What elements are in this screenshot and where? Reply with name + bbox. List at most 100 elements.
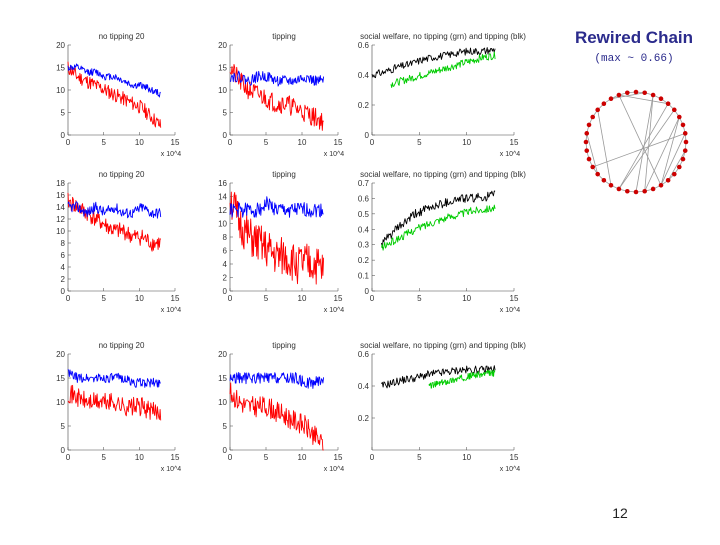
x-tick-label: 10 xyxy=(135,294,144,303)
y-tick-label: 0.4 xyxy=(358,225,370,234)
y-tick-label: 0.7 xyxy=(358,179,370,188)
x-tick-label: 5 xyxy=(101,294,106,303)
x-tick-label: 15 xyxy=(334,294,343,303)
graph-node xyxy=(665,178,671,183)
chart-panel-8: tipping 0 5 10 15 20 0 5 10 15 x 10^4 xyxy=(218,341,344,473)
y-tick-label: 0.2 xyxy=(358,256,370,265)
graph-node xyxy=(642,90,647,96)
x-tick-label: 5 xyxy=(101,138,106,147)
x-tick-label: 10 xyxy=(135,453,144,462)
x-tick-label: 0 xyxy=(228,294,233,303)
graph-shortcut-edge xyxy=(660,116,680,186)
y-tick-label: 14 xyxy=(218,193,227,202)
y-tick-label: 4 xyxy=(61,263,66,272)
series-line-red xyxy=(67,61,162,128)
x-tick-label: 5 xyxy=(417,294,422,303)
x-exponent-label: x 10^4 xyxy=(500,151,521,158)
y-tick-label: 12 xyxy=(218,206,227,215)
y-tick-label: 0.4 xyxy=(358,71,370,80)
y-tick-label: 0 xyxy=(365,131,370,140)
y-tick-label: 2 xyxy=(223,274,228,283)
x-tick-label: 0 xyxy=(66,294,71,303)
chart-panel-9: social welfare, no tipping (grn) and tip… xyxy=(358,341,526,473)
slide-subtitle: (max ~ 0.66) xyxy=(594,53,674,65)
y-tick-label: 5 xyxy=(61,422,66,431)
y-tick-label: 0.5 xyxy=(358,210,370,219)
series-line-blue xyxy=(67,369,161,388)
graph-node xyxy=(658,183,664,188)
x-tick-label: 15 xyxy=(510,138,519,147)
graph-shortcut-edge xyxy=(618,109,675,190)
y-tick-label: 20 xyxy=(218,41,227,50)
x-tick-label: 0 xyxy=(66,453,71,462)
chart-title: tipping xyxy=(272,341,296,350)
x-tick-label: 0 xyxy=(228,453,233,462)
graph-node xyxy=(584,148,590,153)
y-tick-label: 15 xyxy=(56,64,65,73)
chart-panel-6: social welfare, no tipping (grn) and tip… xyxy=(358,170,526,314)
graph-shortcut-edge xyxy=(618,94,662,186)
y-tick-label: 12 xyxy=(56,215,65,224)
graph-node xyxy=(680,122,686,128)
chart-title: tipping xyxy=(272,32,296,41)
series-line-red xyxy=(229,63,324,131)
graph-node xyxy=(608,183,614,188)
x-tick-label: 10 xyxy=(298,453,307,462)
graph-node xyxy=(672,171,677,177)
graph-shortcut-edge xyxy=(660,133,686,186)
graph-shortcut-edge xyxy=(618,103,669,190)
graph-shortcut-edge xyxy=(635,94,654,193)
y-tick-label: 15 xyxy=(218,64,227,73)
chart-title: social welfare, no tipping (grn) and tip… xyxy=(360,170,526,179)
y-tick-label: 20 xyxy=(56,350,65,359)
graph-node xyxy=(682,148,688,153)
y-tick-label: 0.4 xyxy=(358,382,370,391)
y-tick-label: 10 xyxy=(218,86,227,95)
series-line-blue xyxy=(229,371,325,389)
series-line-black xyxy=(381,190,496,249)
chart-panel-7: no tipping 20 0 5 10 15 20 0 5 10 15 x 10^4 xyxy=(56,341,181,473)
x-tick-label: 5 xyxy=(264,294,269,303)
x-tick-label: 5 xyxy=(417,453,422,462)
y-tick-label: 0.2 xyxy=(358,101,370,110)
series-line-red xyxy=(229,382,324,451)
graph-node xyxy=(601,178,607,183)
x-exponent-label: x 10^4 xyxy=(500,466,521,473)
y-tick-label: 8 xyxy=(223,233,228,242)
x-tick-label: 15 xyxy=(510,294,519,303)
y-tick-label: 0.3 xyxy=(358,241,370,250)
series-line-green xyxy=(390,51,496,88)
x-exponent-label: x 10^4 xyxy=(161,466,182,473)
x-exponent-label: x 10^4 xyxy=(324,307,345,314)
graph-node xyxy=(680,156,686,162)
x-tick-label: 0 xyxy=(66,138,71,147)
graph-shortcut-edge xyxy=(644,94,654,192)
y-tick-label: 0.2 xyxy=(358,414,370,423)
x-tick-label: 15 xyxy=(171,453,180,462)
x-tick-label: 10 xyxy=(298,294,307,303)
chart-panel-1: no tipping 20 0 5 10 15 20 0 5 10 15 x 10^4 xyxy=(56,32,181,158)
chart-panel-4: no tipping 20 0 2 4 6 8 10 12 14 16 18 0 5 10 15 x 10^4 xyxy=(56,170,181,314)
series-line-blue xyxy=(229,70,325,87)
graph-node xyxy=(584,131,590,136)
graph-shortcut-edge xyxy=(592,132,686,168)
series-line-blue xyxy=(229,196,324,218)
y-tick-label: 16 xyxy=(218,179,227,188)
graph-node xyxy=(683,139,689,145)
x-tick-label: 5 xyxy=(264,138,269,147)
chart-title: no tipping 20 xyxy=(99,32,145,41)
graph-node xyxy=(677,114,682,120)
graph-node xyxy=(586,156,592,162)
graph-node xyxy=(625,188,630,194)
graph-shortcut-edge xyxy=(586,133,599,175)
y-tick-label: 20 xyxy=(56,41,65,50)
x-exponent-label: x 10^4 xyxy=(161,151,182,158)
chart-panel-2: tipping 0 5 10 15 20 0 5 10 15 x 10^4 xyxy=(218,32,344,158)
graph-node xyxy=(665,101,671,106)
graph-node xyxy=(590,164,595,170)
y-tick-label: 5 xyxy=(223,422,228,431)
y-tick-label: 4 xyxy=(223,260,228,269)
x-tick-label: 0 xyxy=(370,453,375,462)
x-tick-label: 10 xyxy=(462,294,471,303)
